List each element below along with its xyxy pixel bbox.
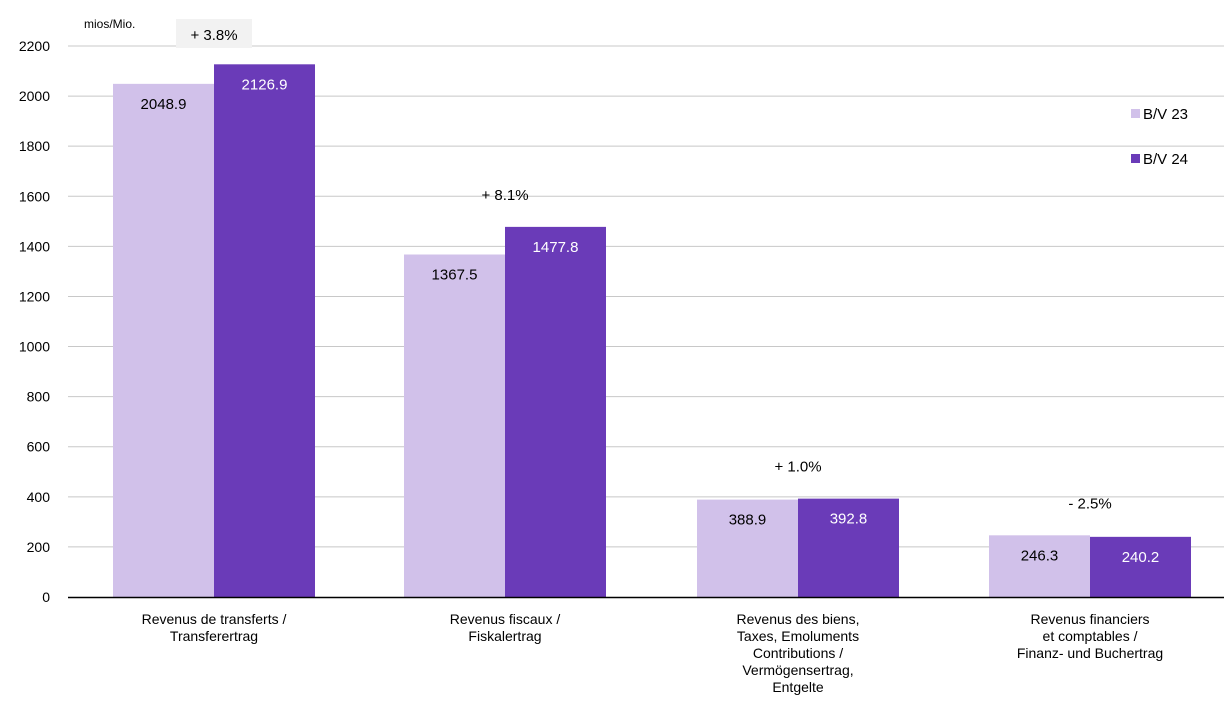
legend-label: B/V 23 xyxy=(1143,106,1188,123)
y-tick-label: 600 xyxy=(27,439,51,455)
x-category-label: Revenus financiers xyxy=(1030,611,1149,627)
y-tick-label: 2200 xyxy=(19,38,50,54)
legend: B/V 23 B/V 24 xyxy=(1131,106,1188,168)
x-category-label: Taxes, Emoluments xyxy=(737,628,859,644)
x-category-label: Contributions / xyxy=(753,645,843,661)
bar-b-v-24 xyxy=(214,64,315,597)
x-axis: Revenus de transferts /Transferertrag Rev… xyxy=(68,596,1224,695)
data-label: 1367.5 xyxy=(432,267,478,284)
y-tick-label: 1200 xyxy=(19,288,50,304)
x-category-label: Transferertrag xyxy=(170,628,258,644)
legend-label: B/V 24 xyxy=(1143,151,1188,168)
data-label: 2126.9 xyxy=(242,76,288,93)
bar-b-v-23 xyxy=(404,254,505,597)
y-tick-label: 400 xyxy=(27,489,51,505)
change-label: + 1.0% xyxy=(774,459,821,476)
bar-b-v-24 xyxy=(1090,536,1191,597)
data-label: 392.8 xyxy=(830,511,868,528)
y-tick-label: 1800 xyxy=(19,138,50,154)
y-tick-label: 0 xyxy=(42,589,50,605)
x-category-label: Revenus fiscaux / xyxy=(450,611,561,627)
bar-b-v-24 xyxy=(505,226,606,597)
data-label: 246.3 xyxy=(1021,547,1059,564)
bar-b-v-24 xyxy=(798,498,899,597)
unit-label: mios/Mio. xyxy=(84,17,135,31)
change-label-background xyxy=(176,19,252,48)
data-label: 388.9 xyxy=(729,512,767,529)
legend-swatch xyxy=(1131,109,1140,118)
x-category-label: Fiskalertrag xyxy=(468,628,541,644)
bars: 2048.9 1367.5 388.9 246.3 2126.9 1477.8 392.8 2… xyxy=(113,64,1191,597)
bar-b-v-23 xyxy=(697,499,798,597)
y-tick-label: 1000 xyxy=(19,339,50,355)
change-label: - 2.5% xyxy=(1068,495,1111,512)
bar-b-v-23 xyxy=(989,535,1090,597)
y-tick-label: 1600 xyxy=(19,188,50,204)
x-category-label: Finanz- und Buchertrag xyxy=(1017,645,1163,661)
x-category-label: et comptables / xyxy=(1043,628,1138,644)
y-tick-label: 800 xyxy=(27,389,51,405)
x-category-label: Revenus des biens, xyxy=(737,611,860,627)
x-category-label: Vermögensertrag, xyxy=(742,662,853,678)
data-label: 1477.8 xyxy=(533,239,579,256)
y-tick-label: 2000 xyxy=(19,88,50,104)
y-tick-label: 1400 xyxy=(19,238,50,254)
y-axis: 0 200 400 600 800 1000 1200 1400 1600 1800 2000 220… xyxy=(19,38,50,605)
data-label: 2048.9 xyxy=(141,96,187,113)
x-category-label: Revenus de transferts / xyxy=(142,611,287,627)
change-labels: + 3.8% + 8.1% + 1.0% - 2.5% xyxy=(176,19,1112,512)
data-label: 240.2 xyxy=(1122,549,1160,566)
legend-swatch xyxy=(1131,154,1140,163)
change-label: + 8.1% xyxy=(481,187,528,204)
change-label: + 3.8% xyxy=(190,27,237,44)
y-tick-label: 200 xyxy=(27,539,51,555)
bar-b-v-23 xyxy=(113,83,214,597)
x-category-label: Entgelte xyxy=(772,679,824,695)
